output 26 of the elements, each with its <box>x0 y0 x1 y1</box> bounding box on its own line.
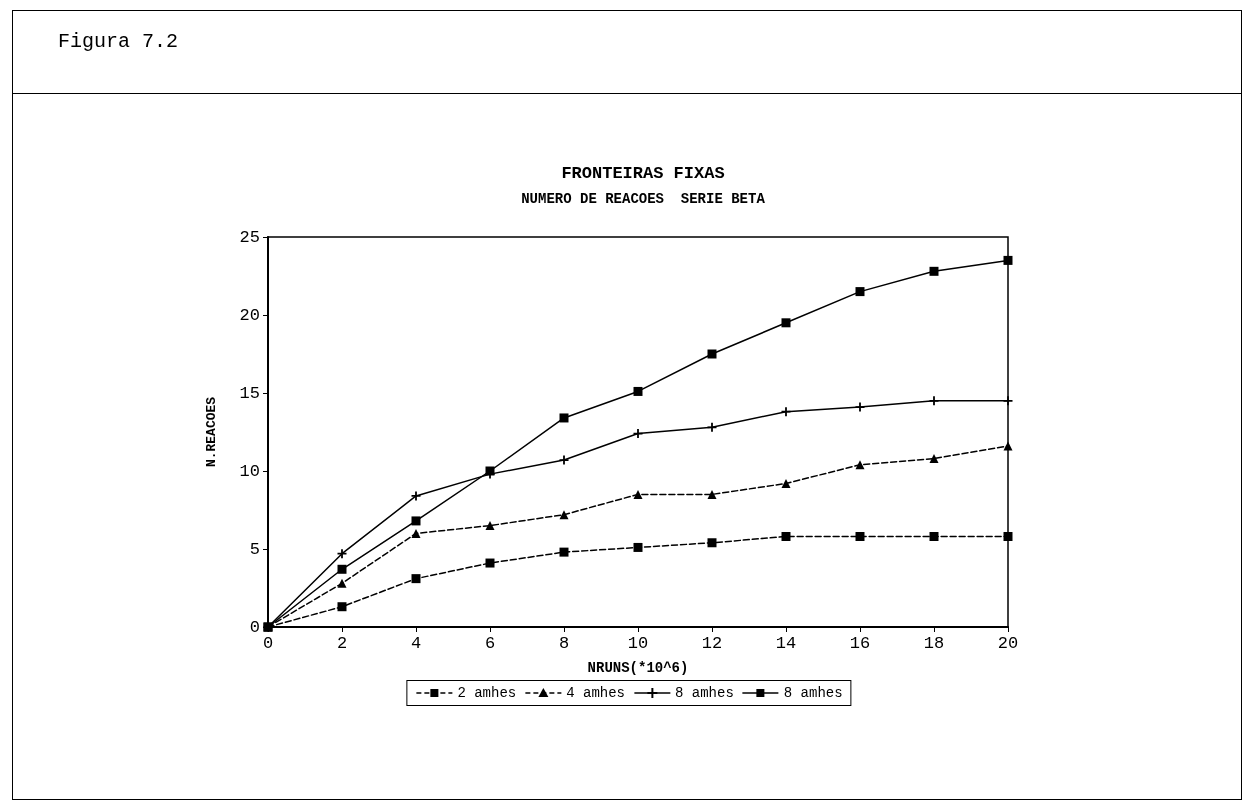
chart-title: FRONTEIRAS FIXAS <box>561 164 725 183</box>
x-tick-label: 4 <box>410 634 422 653</box>
y-tick-label: 0 <box>249 617 260 637</box>
x-tick-label: 10 <box>627 634 649 653</box>
x-tick-label: 18 <box>923 634 945 653</box>
x-tick-label: 6 <box>484 634 496 653</box>
y-axis-title: N.REACOES <box>204 396 219 468</box>
x-tick-label: 16 <box>849 634 871 653</box>
legend-label: 8 amhes <box>675 685 734 701</box>
chart-subtitle: NUMERO DE REACOES SERIE BETA <box>521 191 766 207</box>
x-tick-label: 20 <box>997 634 1019 653</box>
x-tick-label: 8 <box>558 634 570 653</box>
legend-label: 2 amhes <box>457 685 517 701</box>
x-tick-label: 2 <box>336 634 348 653</box>
y-tick-label: 10 <box>239 461 260 481</box>
legend-label: 8 amhes <box>783 685 843 701</box>
x-tick-label: 0 <box>262 634 274 653</box>
legend-label: 4 amhes <box>566 685 625 701</box>
x-tick-label: 14 <box>775 634 797 653</box>
y-tick-label: 20 <box>239 305 260 325</box>
y-tick-label: 5 <box>249 539 260 559</box>
y-tick-label: 15 <box>239 383 260 403</box>
y-tick-label: 25 <box>239 227 260 247</box>
text: Figura 7.2 <box>58 30 179 53</box>
x-tick-label: 12 <box>701 634 723 653</box>
x-axis-title: NRUNS(*10^6) <box>587 660 689 676</box>
